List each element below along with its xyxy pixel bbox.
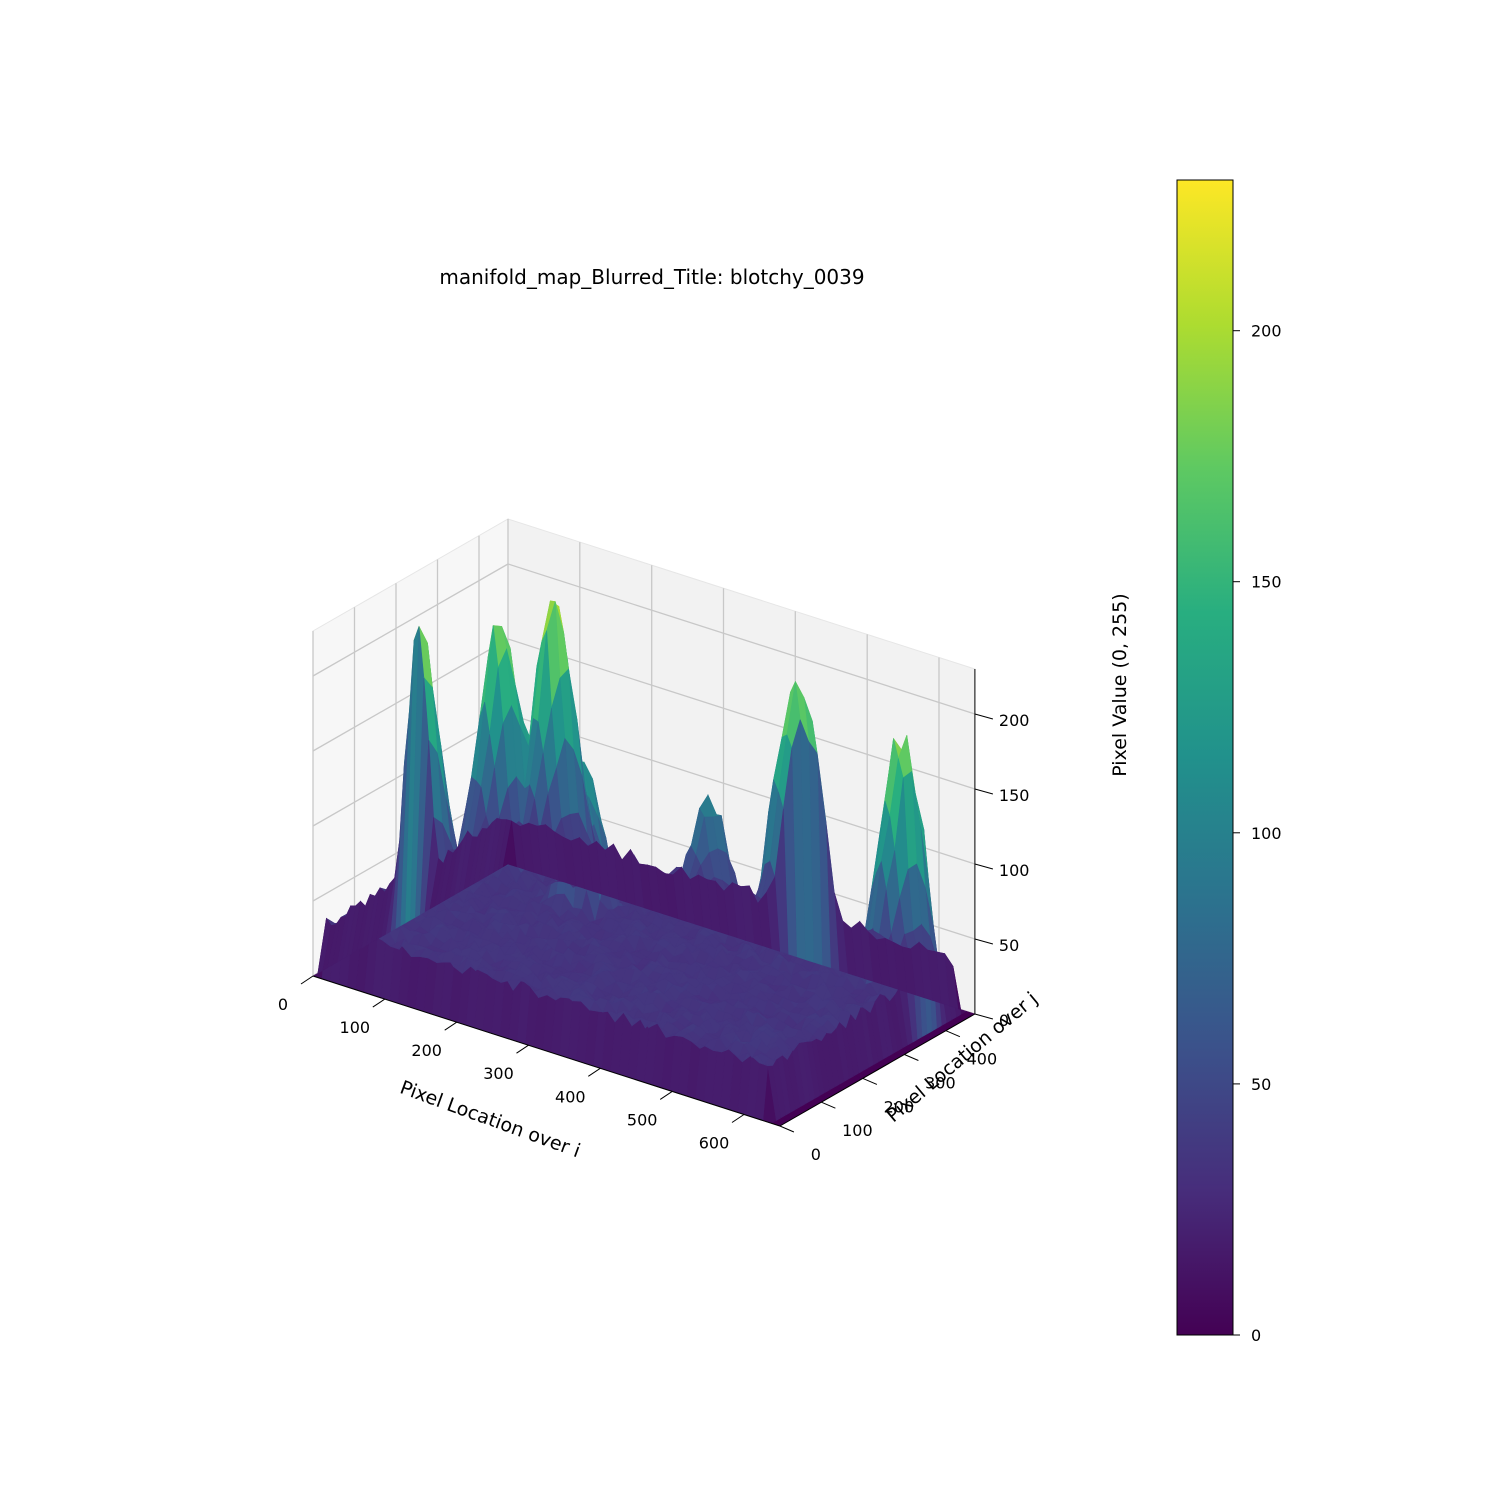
z-tick	[974, 1013, 994, 1020]
y-tick-label: 300	[925, 1074, 956, 1093]
z-tick	[974, 938, 994, 945]
x-tick	[588, 1067, 601, 1077]
y-tick	[904, 1054, 919, 1061]
x-tick-label: 300	[483, 1064, 514, 1083]
grid-line-z	[312, 563, 509, 677]
z-tick	[974, 713, 994, 720]
x-tick	[372, 998, 386, 1008]
x-tick-label: 100	[340, 1018, 371, 1037]
z-tick-label: 200	[999, 711, 1030, 730]
colorbar-tick-label: 0	[1251, 1326, 1261, 1345]
x-tick-label: 200	[411, 1041, 442, 1060]
colorbar-tick-label: 100	[1251, 824, 1282, 843]
y-tick	[945, 1030, 961, 1038]
z-tick-label: 150	[999, 786, 1030, 805]
x-tick	[300, 975, 314, 985]
z-tick	[974, 788, 994, 795]
colorbar-tick-label: 150	[1251, 573, 1282, 592]
x-tick	[516, 1044, 529, 1054]
y-tick-label: 200	[884, 1097, 915, 1116]
colorbar-tick-label: 200	[1251, 322, 1282, 341]
colorbar-tick-label: 50	[1251, 1075, 1271, 1094]
axis-lines	[312, 669, 976, 1127]
y-tick-label: 0	[811, 1145, 821, 1164]
z-tick	[974, 863, 994, 870]
x-axis-line	[312, 975, 781, 1127]
axis-ticks: 0 100 200 300 400 500 600 0 100 200 300 400 0 50 100 15…	[278, 711, 1030, 1164]
x-tick	[731, 1114, 745, 1123]
y-tick-label: 400	[967, 1050, 998, 1069]
x-tick	[659, 1090, 673, 1100]
x-tick-label: 500	[627, 1110, 658, 1129]
colorbar	[1176, 179, 1234, 1336]
surface-plot	[312, 600, 976, 1127]
x-tick-label: 400	[555, 1087, 586, 1106]
x-tick-label: 0	[278, 995, 288, 1014]
chart-title: manifold_map_Blurred_Title: blotchy_0039	[439, 265, 864, 289]
y-axis-line	[779, 1013, 976, 1127]
z-tick-label: 50	[999, 936, 1019, 955]
y-tick-label: 100	[842, 1121, 873, 1140]
surface-face	[502, 820, 517, 868]
z-tick-label: 0	[999, 1011, 1009, 1030]
y-tick	[821, 1101, 836, 1109]
x-tick	[444, 1021, 457, 1031]
x-tick-label: 600	[699, 1134, 730, 1153]
grid-line-z	[507, 563, 976, 715]
z-tick-label: 100	[999, 861, 1030, 880]
y-tick	[862, 1077, 878, 1085]
y-tick	[779, 1125, 795, 1133]
colorbar-ticks: 0 50 100 150 200	[1233, 322, 1282, 1345]
z-axis-label: Pixel Value (0, 255)	[1109, 593, 1131, 776]
